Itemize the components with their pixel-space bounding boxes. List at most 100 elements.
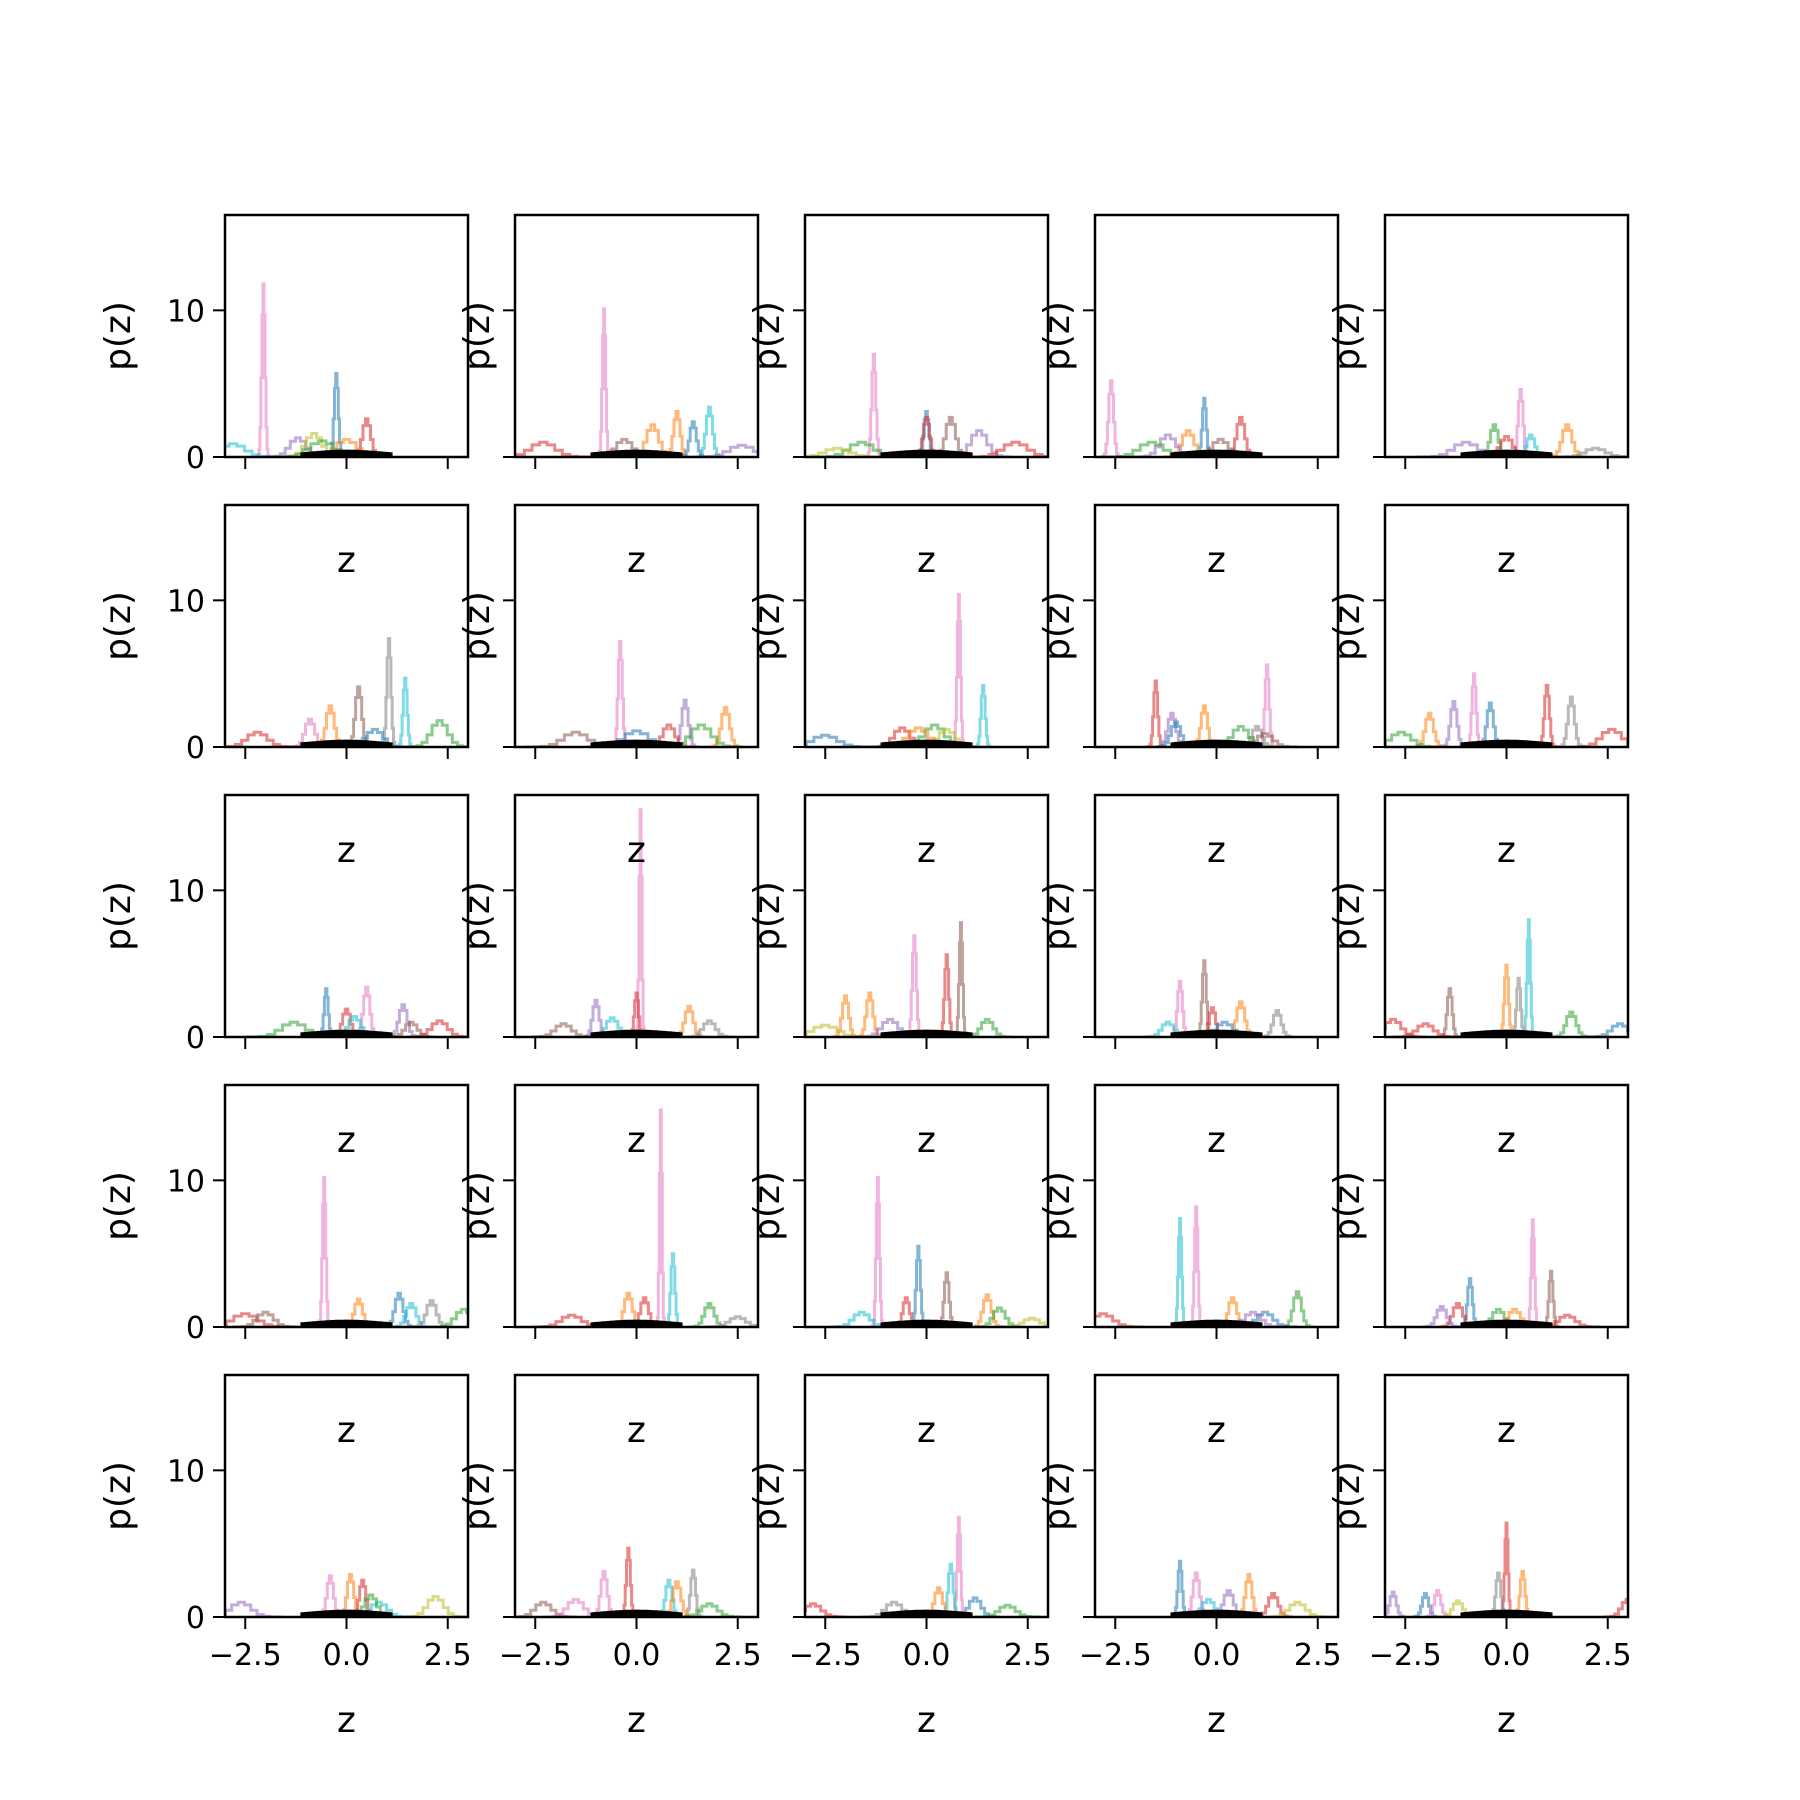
y-axis-label: p(z) xyxy=(1037,1171,1078,1241)
y-axis-label: p(z) xyxy=(1037,301,1078,371)
x-tick-label: 2.5 xyxy=(1004,1638,1052,1673)
subplot-r3-c3: p(z) xyxy=(1037,1083,1340,1339)
x-tick-label: 0.0 xyxy=(323,1638,371,1673)
reference-density xyxy=(1460,1029,1553,1037)
histogram-series-1 xyxy=(1496,963,1517,1037)
histogram-series-0 xyxy=(610,639,630,747)
plot-area xyxy=(526,639,743,747)
subplot-r2-c0: 0 10 p(z) xyxy=(98,793,470,1056)
histogram-series-3 xyxy=(1260,1009,1294,1037)
histogram-series-0 xyxy=(317,987,335,1037)
y-axis-label: p(z) xyxy=(1327,301,1368,371)
histogram-series-0 xyxy=(654,1108,668,1327)
histogram-series-0 xyxy=(1464,672,1484,747)
subplot-r2-c1: p(z) xyxy=(457,793,760,1049)
plot-area xyxy=(1416,388,1628,457)
y-axis-label: p(z) xyxy=(98,301,139,371)
axes-frame xyxy=(513,213,760,459)
plot-area xyxy=(828,1175,1048,1327)
subplot-r3-c2: p(z) xyxy=(747,1083,1050,1339)
subplot-r1-c2: p(z) xyxy=(747,503,1050,759)
histogram-series-0 xyxy=(255,282,272,457)
histogram-series-1 xyxy=(1542,1269,1560,1327)
histogram-series-7 xyxy=(692,443,758,457)
x-tick-label: 2.5 xyxy=(1294,1638,1342,1673)
histogram-series-3 xyxy=(805,1602,846,1617)
x-tick-label: 0.0 xyxy=(613,1638,661,1673)
subplot-r4-c0: −2.5 0.0 2.5 0 10 p(z) xyxy=(98,1373,472,1673)
histogram-series-7 xyxy=(1587,1022,1628,1037)
y-axis-label: p(z) xyxy=(747,1461,788,1531)
x-axis-label: z xyxy=(1207,1120,1226,1161)
reference-density xyxy=(1170,449,1263,457)
histogram-series-6 xyxy=(704,1315,758,1327)
x-axis-label: z xyxy=(627,540,646,581)
plot-area xyxy=(530,1108,758,1327)
y-tick-label: 10 xyxy=(167,1454,205,1489)
histogram-series-1 xyxy=(973,683,993,747)
histogram-series-3 xyxy=(515,440,593,457)
histogram-series-0 xyxy=(869,1175,886,1327)
y-axis-label: p(z) xyxy=(457,301,498,371)
y-tick-label: 10 xyxy=(167,294,205,329)
subplot-r0-c3: p(z) xyxy=(1037,213,1340,469)
subplot-r1-c3: p(z) xyxy=(1037,503,1340,759)
plot-area xyxy=(1146,663,1298,747)
reference-density xyxy=(1460,1319,1553,1327)
histogram-series-4 xyxy=(1422,1305,1462,1327)
x-axis-label: z xyxy=(627,1120,646,1161)
x-tick-label: −2.5 xyxy=(499,1638,572,1673)
histogram-series-1 xyxy=(1535,683,1559,747)
y-tick-label: 0 xyxy=(186,1601,205,1636)
y-axis-label: p(z) xyxy=(747,881,788,951)
x-axis-label: z xyxy=(1207,540,1226,581)
x-tick-label: −2.5 xyxy=(1369,1638,1442,1673)
plot-area xyxy=(1385,672,1628,747)
reference-density xyxy=(300,449,393,457)
subplot-r3-c0: 0 10 p(z) xyxy=(98,1083,470,1346)
histogram-series-1 xyxy=(1188,1205,1205,1327)
histogram-series-2 xyxy=(382,1291,416,1327)
x-tick-label: 2.5 xyxy=(714,1638,762,1673)
x-axis-label: z xyxy=(1207,1410,1226,1451)
x-axis-label: z xyxy=(917,540,936,581)
histogram-series-2 xyxy=(1460,1277,1480,1327)
x-axis-label: z xyxy=(917,830,936,871)
histogram-series-4 xyxy=(689,1302,730,1327)
x-tick-label: −2.5 xyxy=(1079,1638,1152,1673)
y-tick-label: 0 xyxy=(186,441,205,476)
reference-density xyxy=(590,1029,683,1037)
histogram-series-0 xyxy=(618,1546,639,1617)
x-axis-label: z xyxy=(337,1700,356,1741)
reference-density xyxy=(1460,1609,1553,1617)
x-tick-label: −2.5 xyxy=(789,1638,862,1673)
histogram-series-4 xyxy=(1264,1600,1331,1617)
histogram-series-5 xyxy=(225,730,299,747)
plot-area xyxy=(1143,959,1294,1037)
y-axis-label: p(z) xyxy=(457,881,498,951)
plot-area xyxy=(1099,379,1263,457)
x-axis-label: z xyxy=(337,1120,356,1161)
reference-density xyxy=(300,1609,393,1617)
reference-density xyxy=(880,1319,973,1327)
subplot-r4-c3: −2.5 0.0 2.5 p(z) xyxy=(1037,1373,1342,1673)
subplot-r0-c2: p(z) xyxy=(747,213,1050,469)
y-axis-label: p(z) xyxy=(457,591,498,661)
plot-area xyxy=(1385,918,1628,1037)
histogram-series-7 xyxy=(1385,730,1443,747)
x-axis-label: z xyxy=(627,1410,646,1451)
histogram-series-2 xyxy=(936,1271,957,1327)
axes-frame xyxy=(1383,213,1630,459)
x-axis-label: z xyxy=(337,830,356,871)
reference-density xyxy=(590,739,683,747)
reference-density xyxy=(590,1319,683,1327)
subplot-r1-c0: 0 10 p(z) xyxy=(98,503,470,766)
histogram-series-6 xyxy=(406,719,468,747)
histogram-series-0 xyxy=(1146,679,1166,747)
reference-density xyxy=(1170,1319,1263,1327)
x-axis-label: z xyxy=(917,1410,936,1451)
x-axis-label: z xyxy=(1497,1700,1516,1741)
reference-density xyxy=(880,739,973,747)
reference-density xyxy=(590,449,683,457)
